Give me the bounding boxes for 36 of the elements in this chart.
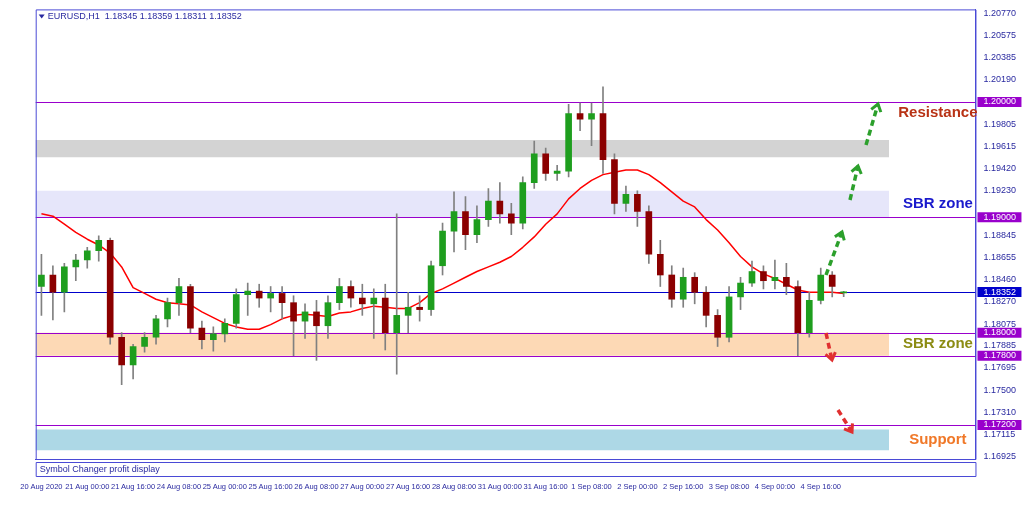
candlestick — [370, 288, 378, 339]
y-tick-label: 1.19420 — [983, 163, 1017, 174]
candlestick — [244, 282, 252, 316]
candlestick — [553, 165, 561, 181]
y-tick-label: 1.17800 — [983, 350, 1017, 361]
candlestick — [404, 291, 412, 333]
y-tick-label: 1.17310 — [983, 406, 1017, 417]
y-tick-label: 1.20575 — [983, 30, 1017, 41]
y-tick-label: 1.19805 — [983, 118, 1017, 129]
y-tick-label: 1.17115 — [983, 429, 1016, 440]
band-label: SBR zone — [902, 194, 973, 212]
y-tick-label: 1.18655 — [983, 251, 1017, 262]
y-tick-label: 1.18352 — [983, 286, 1017, 297]
candlestick — [359, 283, 366, 316]
y-tick-label: 1.20000 — [983, 96, 1017, 107]
y-tick-label: 1.18270 — [983, 296, 1017, 306]
chart-title: EURUSD,H1 1.18345 1.18359 1.18311 1.18352 — [47, 10, 242, 21]
y-tick-label: 1.18460 — [983, 274, 1017, 285]
y-tick-label: 1.20385 — [983, 51, 1017, 62]
y-tick-label: 1.19000 — [983, 211, 1017, 222]
y-tick-label: 1.18845 — [983, 229, 1017, 240]
y-tick-label: 1.17885 — [983, 340, 1017, 351]
band-label: Support — [909, 430, 967, 448]
y-tick-label: 1.20770 — [983, 7, 1017, 18]
y-tick-label: 1.19230 — [983, 185, 1017, 196]
y-tick-label: 1.17500 — [983, 384, 1017, 395]
y-tick-label: 1.19615 — [983, 140, 1017, 151]
y-tick-label: 1.18000 — [983, 327, 1017, 338]
candlestick — [393, 213, 401, 375]
y-tick-label: 1.20190 — [983, 74, 1017, 85]
band-label: SBR zone — [902, 334, 973, 352]
y-tick-label: 1.16925 — [983, 451, 1017, 462]
y-tick-label: 1.17200 — [983, 419, 1017, 430]
y-tick-label: 1.17695 — [983, 362, 1017, 373]
y-tick-label: 1.18075 — [983, 318, 1017, 329]
text: Symbol Changer profit display — [39, 464, 161, 475]
